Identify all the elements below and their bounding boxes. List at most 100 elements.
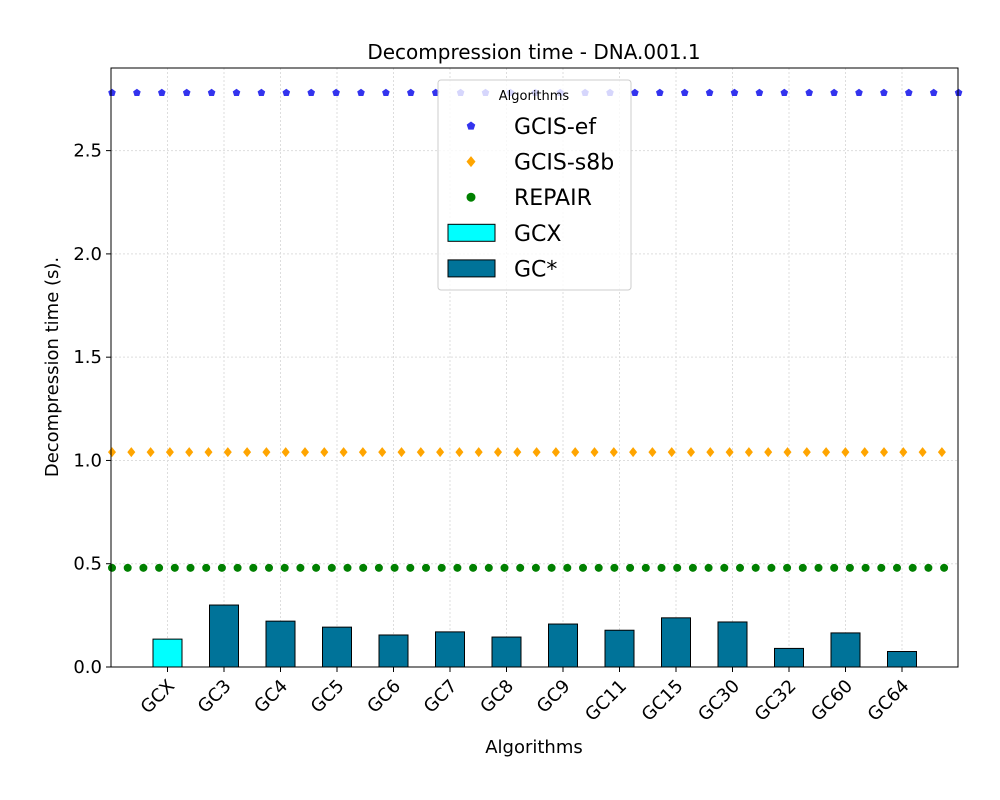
data-point-gcis-s8b [551,447,560,458]
data-point-gcis-s8b [378,447,387,458]
data-point-repair [500,563,509,572]
data-point-gcis-s8b [667,447,676,458]
data-point-gcis-s8b [223,447,232,458]
data-point-gcis-s8b [725,447,734,458]
data-point-gcis-s8b [571,447,580,458]
data-point-repair [845,563,854,572]
bar-gc5 [322,626,352,668]
legend-label: GCX [514,222,561,247]
data-point-gcis-ef [407,88,415,97]
bar-gc30 [717,621,748,668]
bar-gc3 [209,604,239,668]
data-point-gcis-s8b [262,447,271,458]
data-point-gcis-ef [954,88,963,97]
bar-gc60 [830,632,861,668]
data-point-repair [563,563,572,572]
data-point-gcis-s8b [899,447,908,458]
plot-frame [110,67,959,668]
bar-gc64 [887,651,917,668]
data-point-gcis-s8b [146,447,155,458]
data-point-repair [108,563,116,572]
legend-marker-gcis-ef [466,121,476,130]
data-point-repair [547,563,556,572]
data-point-repair [751,563,760,572]
data-point-repair [641,563,650,572]
data-point-repair [437,563,446,572]
data-point-gcis-s8b [204,447,213,458]
data-point-gcis-s8b [397,447,406,458]
data-point-repair [767,563,776,572]
data-point-gcis-s8b [783,447,792,458]
data-point-repair [233,563,242,572]
y-tick-label: 2.0 [73,244,102,265]
data-point-repair [579,563,587,572]
data-point-repair [265,563,273,572]
data-point-repair [814,563,823,572]
x-axis-label: Algorithms [485,737,583,758]
legend-marker-repair [466,192,476,202]
data-point-repair [469,563,478,572]
y-axis-ticks: 0.0 0.5 1.0 1.5 2.0 2.5 [73,141,111,678]
bars [152,604,917,668]
data-point-gcis-s8b [358,447,367,458]
data-point-gcis-ef [905,88,913,97]
legend-entry-gcis-s8b: GCIS-s8b [466,151,614,176]
legend-entry-gc*: GC* [447,257,557,282]
data-point-repair [139,563,148,572]
data-point-repair [657,563,666,572]
data-point-gcis-s8b [706,447,715,458]
data-point-repair [390,563,399,572]
data-point-gcis-s8b [764,447,773,458]
data-point-gcis-s8b [127,447,136,458]
x-tick-label: GC15 [638,676,688,726]
data-point-repair [704,563,713,572]
data-point-gcis-ef [207,88,216,97]
data-point-gcis-s8b [339,447,348,458]
legend-swatch-gcx [447,223,496,242]
data-point-gcis-s8b [880,447,888,458]
data-point-repair [374,563,383,572]
data-point-gcis-s8b [416,447,425,458]
data-point-repair [217,563,226,572]
data-point-gcis-ef [282,88,291,97]
data-point-repair [359,563,368,572]
legend-entry-gcis-ef: GCIS-ef [466,115,597,140]
x-tick-label: GC30 [694,676,744,726]
data-point-gcis-ef [158,88,166,97]
data-point-repair [296,563,305,572]
data-point-repair [343,563,352,572]
y-tick-label: 0.0 [73,657,102,678]
data-point-gcis-ef [656,88,664,97]
legend-label: GC* [514,257,557,282]
chart-title: Decompression time - DNA.001.1 [367,40,700,64]
data-point-gcis-s8b [108,447,116,458]
data-point-repair [877,563,886,572]
data-point-gcis-ef [830,88,838,97]
data-point-gcis-s8b [455,447,464,458]
data-point-repair [594,563,603,572]
bar-gc11 [604,629,635,668]
data-point-gcis-s8b [165,447,174,458]
data-point-gcis-ef [133,88,141,97]
data-point-gcis-s8b [532,447,541,458]
x-tick-label: GC11 [581,676,631,726]
x-axis-ticks: GCX GC3 GC4 GC5 GC6 GC7 GC8 GC9 GC11 GC15 GC30 GC32… [137,667,914,725]
data-point-gcis-ef [705,88,714,97]
y-tick-label: 1.0 [73,450,102,471]
data-point-gcis-ef [855,88,863,97]
legend-label: REPAIR [514,186,592,211]
data-point-gcis-ef [382,88,390,97]
legend-entry-gcx: GCX [447,222,561,247]
data-point-gcis-s8b [918,447,927,458]
y-tick-label: 0.5 [73,554,102,575]
data-point-repair [736,563,744,572]
data-point-repair [327,563,336,572]
data-point-gcis-s8b [590,447,599,458]
data-point-repair [249,563,258,572]
data-point-repair [893,563,901,572]
data-point-gcis-ef [631,88,639,97]
x-tick-label: GC7 [420,676,462,718]
data-point-gcis-ef [257,88,266,97]
data-point-gcis-ef [929,88,938,97]
legend-swatch-gc* [447,259,496,278]
